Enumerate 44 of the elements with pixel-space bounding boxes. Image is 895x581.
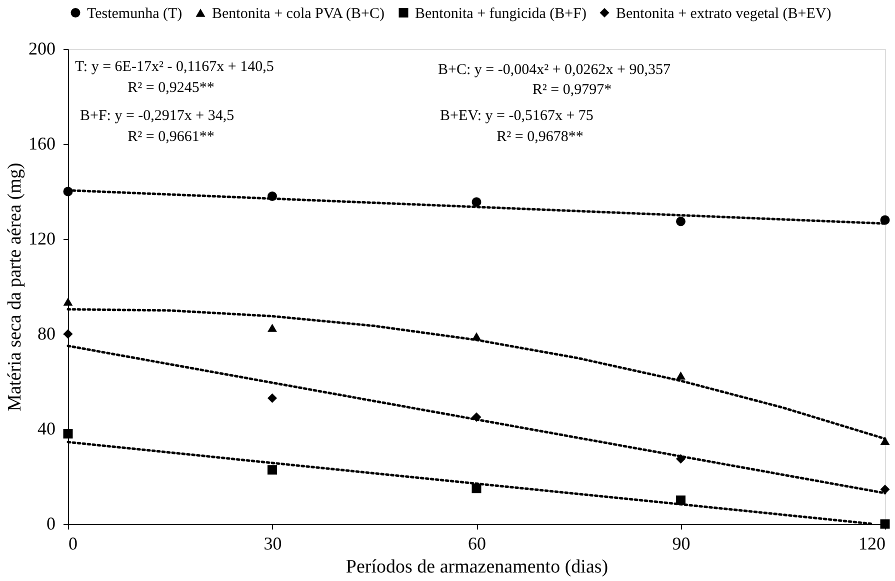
y-axis-title: Matéria seca da parte aérea (mg) [4, 162, 26, 412]
point [63, 298, 73, 306]
annotation: B+F: y = -0,2917x + 34,5 [80, 108, 234, 124]
y-tick-label: 160 [28, 134, 56, 154]
point [63, 329, 73, 339]
x-tick-label: 120 [858, 534, 886, 554]
annotation: R² = 0,9245** [128, 80, 214, 96]
point [676, 371, 686, 380]
annotation: B+C: y = -0,004x² + 0,0262x + 90,357 [438, 62, 672, 78]
point [676, 216, 686, 226]
point [676, 496, 686, 505]
legend-label: Bentonita + cola PVA (B+C) [212, 6, 384, 22]
legend-label: Testemunha (T) [87, 6, 182, 22]
point [676, 454, 686, 464]
legend-label: Bentonita + extrato vegetal (B+EV) [616, 6, 832, 22]
point [268, 324, 277, 332]
annotation: R² = 0,9797* [532, 82, 612, 98]
x-tick-label: 90 [672, 534, 690, 554]
x-tick-label: 0 [68, 534, 78, 554]
annotation: R² = 0,9661** [128, 129, 214, 145]
point [472, 484, 482, 494]
point [880, 436, 890, 445]
point [63, 429, 73, 438]
annotation: R² = 0,9678** [496, 129, 584, 145]
point [268, 393, 277, 403]
annotation: B+EV: y = -0,5167x + 75 [440, 108, 594, 124]
y-tick-label: 120 [28, 228, 56, 248]
point [472, 332, 482, 340]
point [268, 192, 277, 201]
point [63, 186, 73, 196]
point [472, 197, 482, 207]
point [880, 484, 890, 494]
y-tick-label: 40 [38, 418, 56, 438]
y-tick-label: 200 [28, 38, 56, 58]
x-axis-title: Períodos de armazenamento (dias) [346, 556, 608, 578]
y-tick-label: 80 [38, 324, 56, 344]
point [880, 215, 890, 225]
y-tick-label: 0 [46, 514, 56, 534]
legend-label: Bentonita + fungicida (B+F) [415, 6, 586, 22]
point [268, 465, 277, 475]
x-tick-label: 30 [264, 534, 282, 554]
annotation: T: y = 6E-17x² - 0,1167x + 140,5 [75, 59, 274, 75]
x-tick-label: 60 [468, 534, 486, 554]
point [472, 412, 482, 422]
